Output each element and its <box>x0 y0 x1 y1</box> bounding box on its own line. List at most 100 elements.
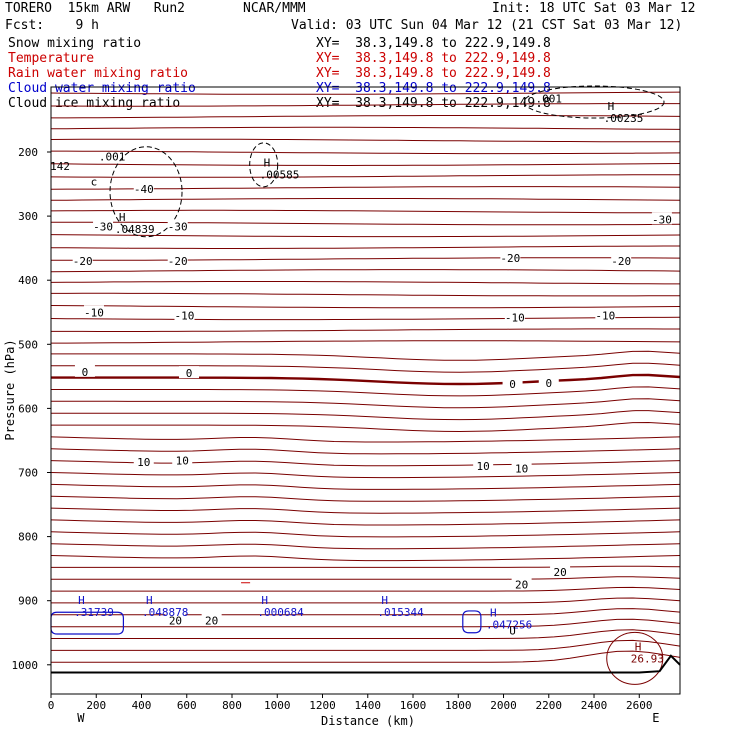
cloud-ice-contour <box>249 142 279 188</box>
isotherm-label: -30 <box>168 220 188 233</box>
isotherm-label: 10 <box>477 460 490 473</box>
isotherm-label: 0 <box>82 366 89 379</box>
cloud-water-contour <box>462 610 482 634</box>
y-tick-label: 300 <box>18 210 38 223</box>
init-time: Init: 18 UTC Sat 03 Mar 12 <box>492 1 696 16</box>
isotherm-label-bg <box>133 455 154 468</box>
x-tick-label: 2400 <box>581 699 608 712</box>
isotherm-label: 20 <box>553 566 566 579</box>
legend-snow-xy: XY= 38.3,149.8 to 222.9,149.8 <box>316 36 551 51</box>
x-tick-label: 1000 <box>264 699 291 712</box>
isotherm-label-bg <box>473 459 494 472</box>
isotherm-line <box>51 398 681 409</box>
isotherm-line <box>51 421 681 433</box>
isotherm-label-bg <box>179 366 200 379</box>
legend-cloud-water-name: Cloud water mixing ratio <box>8 81 196 96</box>
y-tick-label: 500 <box>18 338 38 351</box>
isotherm-label-bg <box>595 308 616 321</box>
isotherm-label: -20 <box>168 255 188 268</box>
isotherm-label-bg <box>611 253 632 266</box>
isotherm-line <box>51 639 681 651</box>
isotherm-label: -20 <box>500 252 520 265</box>
terrain <box>51 654 681 674</box>
isotherm-label-bg <box>167 253 188 266</box>
temperature-isotherms <box>50 91 681 663</box>
isotherm-label-bg <box>133 182 154 195</box>
isotherm-line <box>50 281 680 285</box>
x-axis-label: Distance (km) <box>321 714 415 728</box>
isotherm-line <box>50 163 681 166</box>
isotherm-line <box>50 174 680 178</box>
y-tick-label: 600 <box>18 402 38 415</box>
isotherm-line <box>50 555 681 562</box>
maximum-value: 26.93 <box>631 652 664 665</box>
isotherm-line <box>50 472 681 479</box>
contour-label: c <box>91 175 98 188</box>
isotherm-label: -20 <box>73 255 93 268</box>
x-tick-label: 400 <box>132 699 152 712</box>
isotherm-line <box>50 91 681 95</box>
legend-temperature-name: Temperature <box>8 51 95 66</box>
x-tick-label: 1600 <box>400 699 427 712</box>
x-tick-label: 2000 <box>490 699 517 712</box>
isotherm-label-bg <box>511 577 532 590</box>
isotherm-line <box>50 531 681 538</box>
x-tick-label: 200 <box>86 699 106 712</box>
isotherm-line <box>50 186 681 190</box>
isotherm-line <box>50 209 680 214</box>
isotherm-line <box>51 350 681 361</box>
y-tick-label: 900 <box>18 595 38 608</box>
org-label: NCAR/MMM <box>243 1 306 16</box>
isotherm-label-bg <box>165 613 186 626</box>
isotherm-line <box>50 543 681 550</box>
terrain-line <box>51 654 681 674</box>
isotherm-line <box>51 257 681 261</box>
isotherm-label: -40 <box>134 183 154 196</box>
x-tick-label: 0 <box>48 699 55 712</box>
maximum-marker: H <box>608 100 615 113</box>
isotherm-line <box>51 608 681 616</box>
isotherm-label-bg <box>167 219 188 232</box>
isotherm-line <box>50 305 681 309</box>
isotherm-label-bg <box>538 375 559 388</box>
isotherm-line <box>51 340 681 344</box>
isotherm-label-bg <box>504 310 525 323</box>
x-tick-label: 800 <box>222 699 242 712</box>
isotherm-label: 20 <box>205 615 218 628</box>
x-tick-label: 1400 <box>355 699 382 712</box>
maximum-value: .00585 <box>260 168 300 181</box>
isotherm-line <box>50 269 681 273</box>
x-tick-label: 1800 <box>445 699 472 712</box>
legend-temperature-xy: XY= 38.3,149.8 to 222.9,149.8 <box>316 51 551 66</box>
isotherm-line <box>50 245 680 249</box>
isotherm-label: -10 <box>84 306 104 319</box>
isotherm-line <box>51 150 681 155</box>
model-title: TORERO 15km ARW Run2 <box>5 1 186 16</box>
isotherm-label: 0 <box>545 377 552 390</box>
isotherm-line <box>51 103 680 107</box>
isotherm-line <box>50 138 680 143</box>
maximum-value: .31739 <box>74 606 114 619</box>
isotherm-label-bg <box>502 377 523 390</box>
isotherm-line <box>50 507 681 514</box>
y-tick-label: 700 <box>18 467 38 480</box>
isotherm-label: 20 <box>169 615 182 628</box>
isotherm-label: -10 <box>175 309 195 322</box>
isotherm-line <box>51 576 681 580</box>
maximum-marker: H <box>146 594 153 607</box>
contour-labels: -40 -30 -30 -30 -20 -20 -20 -20 -10 -10 -10 -10 0 0 0 0… <box>50 93 672 665</box>
isotherm-label-bg <box>83 305 104 318</box>
forecast-hour: Fcst: 9 h <box>5 18 99 33</box>
cloud-contours <box>50 85 665 685</box>
isotherm-label: 10 <box>176 454 189 467</box>
isotherm-label-bg <box>74 364 95 377</box>
isotherm-line <box>51 565 681 568</box>
maximum-marker: H <box>78 594 85 607</box>
y-tick-label: 200 <box>18 146 38 159</box>
maximum-value: .048878 <box>142 606 188 619</box>
isotherm-line <box>50 234 681 238</box>
isotherm-label-bg <box>201 613 222 626</box>
x-tick-label: 600 <box>177 699 197 712</box>
maximum-value: .04839 <box>115 223 155 236</box>
isotherm-line <box>51 650 681 663</box>
